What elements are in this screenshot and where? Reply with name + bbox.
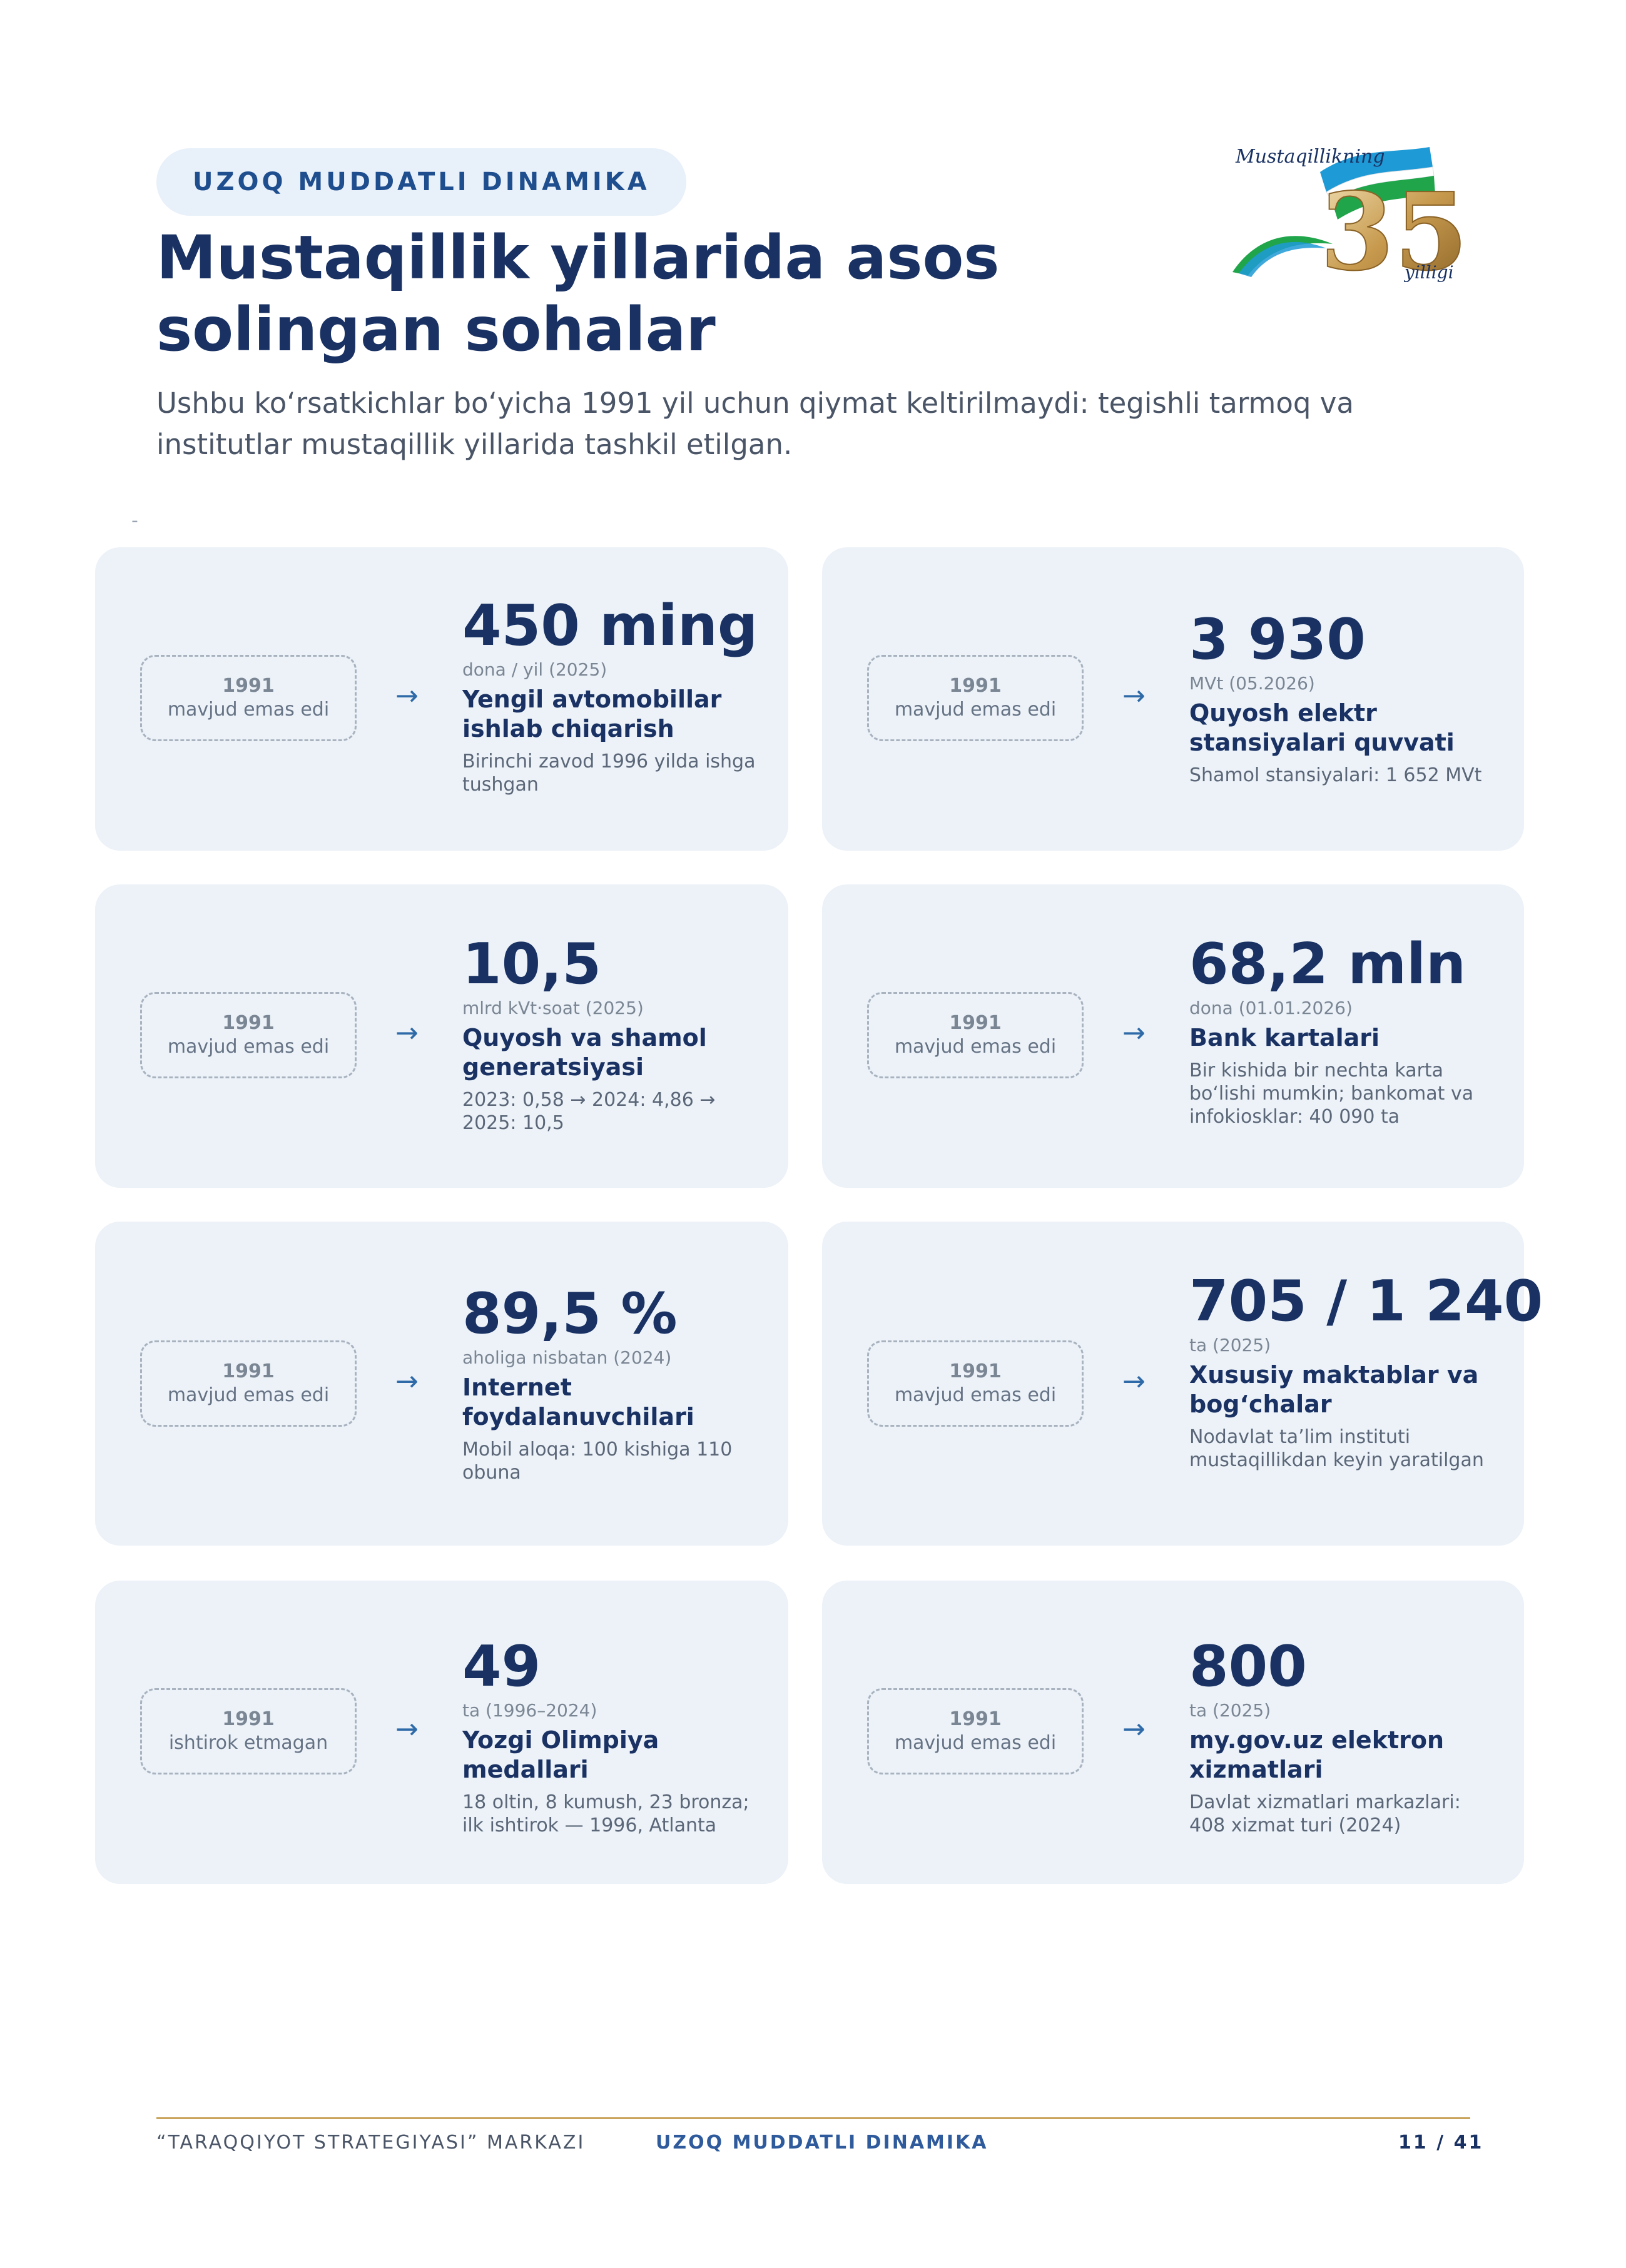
stat-value: 800	[1189, 1634, 1307, 1699]
stat-label: Internet foydalanuvchilari	[462, 1374, 694, 1430]
stat-note: Davlat xizmatlari markazlari: 408 xizmat…	[1189, 1791, 1461, 1836]
baseline-year: 1991	[949, 675, 1002, 697]
arrow-icon: →	[1122, 1713, 1146, 1745]
arrow-icon: →	[1122, 1365, 1146, 1397]
arrow-icon: →	[1122, 1017, 1146, 1049]
section-pill: UZOQ MUDDATLI DINAMIKA	[156, 148, 686, 216]
baseline-badge: 1991 ishtirok etmagan	[140, 1688, 357, 1774]
stat-value: 705 / 1 240	[1189, 1268, 1543, 1334]
independence-35-logo: 35 Mustaqillikning yilligi	[1232, 146, 1469, 291]
stat-unit: dona / yil (2025)	[462, 659, 607, 680]
baseline-year: 1991	[949, 1708, 1002, 1730]
stat-unit: MVt (05.2026)	[1189, 673, 1315, 694]
stat-note: 2023: 0,58 → 2024: 4,86 → 2025: 10,5	[462, 1089, 716, 1134]
baseline-status: mavjud emas edi	[167, 1384, 330, 1406]
baseline-year: 1991	[949, 1360, 1002, 1382]
stat-label: Bank kartalari	[1189, 1024, 1380, 1051]
stat-label: Yengil avtomobillar ishlab chiqarish	[462, 686, 722, 742]
stat-text: 49 ta (1996–2024) Yozgi Olimpiya medalla…	[462, 1637, 775, 1837]
stat-label: Yozgi Olimpiya medallari	[462, 1726, 659, 1783]
baseline-status: mavjud emas edi	[167, 1036, 330, 1058]
baseline-year: 1991	[222, 1360, 275, 1382]
stat-card-olympic-medals: 1991 ishtirok etmagan → 49 ta (1996–2024…	[95, 1581, 788, 1884]
stat-card-renewable-generation: 1991 mavjud emas edi → 10,5 mlrd kVt·soa…	[95, 884, 788, 1188]
arrow-icon: →	[395, 1017, 419, 1049]
stat-card-e-services: 1991 mavjud emas edi → 800 ta (2025) my.…	[822, 1581, 1524, 1884]
footer-section: UZOQ MUDDATLI DINAMIKA	[656, 2132, 988, 2154]
stat-value: 49	[462, 1634, 541, 1699]
stat-text: 800 ta (2025) my.gov.uz elektron xizmatl…	[1189, 1637, 1502, 1837]
stat-value: 89,5 %	[462, 1281, 678, 1347]
baseline-status: mavjud emas edi	[894, 1732, 1057, 1754]
stat-note: Birinchi zavod 1996 yilda ishga tushgan	[462, 751, 756, 796]
baseline-badge: 1991 mavjud emas edi	[867, 655, 1084, 741]
baseline-status: ishtirok etmagan	[168, 1732, 328, 1754]
arrow-icon: →	[395, 680, 419, 712]
baseline-status: mavjud emas edi	[894, 1036, 1057, 1058]
arrow-icon: →	[1122, 680, 1146, 712]
stat-unit: mlrd kVt·soat (2025)	[462, 998, 644, 1018]
flag-ribbon-blue	[1320, 147, 1433, 192]
baseline-status: mavjud emas edi	[167, 699, 330, 721]
stat-unit: ta (2025)	[1189, 1700, 1271, 1721]
page-subtitle: Ushbu ko‘rsatkichlar bo‘yicha 1991 yil u…	[156, 387, 1354, 461]
stat-value: 3 930	[1189, 607, 1366, 672]
stat-unit: ta (1996–2024)	[462, 1700, 597, 1721]
footer-divider	[156, 2117, 1470, 2119]
logo-number: 35	[1320, 170, 1468, 291]
baseline-year: 1991	[949, 1012, 1002, 1034]
arrow-icon: →	[395, 1365, 419, 1397]
stat-text: 450 ming dona / yil (2025) Yengil avtomo…	[462, 596, 763, 796]
baseline-year: 1991	[222, 675, 275, 697]
stat-text: 705 / 1 240 ta (2025) Xususiy maktablar …	[1189, 1268, 1543, 1472]
arrow-icon: →	[395, 1713, 419, 1745]
stray-mark: -	[131, 510, 138, 532]
section-label: UZOQ MUDDATLI DINAMIKA	[193, 168, 650, 196]
page-title: Mustaqillik yillarida asos solingan soha…	[156, 223, 1000, 365]
stat-unit: aholiga nisbatan (2024)	[462, 1347, 672, 1368]
logo-bottom-text: yilligi	[1403, 262, 1454, 283]
stat-unit: dona (01.01.2026)	[1189, 998, 1353, 1018]
baseline-badge: 1991 mavjud emas edi	[140, 655, 357, 741]
baseline-year: 1991	[222, 1012, 275, 1034]
stat-value: 10,5	[462, 931, 602, 997]
baseline-year: 1991	[222, 1708, 275, 1730]
stat-card-private-schools: 1991 mavjud emas edi → 705 / 1 240 ta (2…	[822, 1222, 1543, 1546]
baseline-badge: 1991 mavjud emas edi	[140, 992, 357, 1078]
stat-text: 89,5 % aholiga nisbatan (2024) Internet …	[462, 1284, 763, 1484]
stat-label: my.gov.uz elektron xizmatlari	[1189, 1726, 1445, 1783]
stat-card-cars: 1991 mavjud emas edi → 450 ming dona / y…	[95, 547, 788, 851]
stat-note: Nodavlat ta’lim instituti mustaqillikdan…	[1189, 1426, 1484, 1471]
stat-note: Mobil aloqa: 100 kishiga 110 obuna	[462, 1439, 733, 1484]
stat-note: 18 oltin, 8 kumush, 23 bronza; ilk ishti…	[462, 1791, 749, 1836]
baseline-badge: 1991 mavjud emas edi	[867, 1340, 1084, 1427]
baseline-status: mavjud emas edi	[894, 1384, 1057, 1406]
baseline-status: mavjud emas edi	[894, 699, 1057, 721]
stat-text: 10,5 mlrd kVt·soat (2025) Quyosh va sham…	[462, 934, 763, 1135]
stat-value: 450 ming	[462, 593, 758, 659]
stat-value: 68,2 mln	[1189, 931, 1466, 997]
flag-ribbon-green	[1331, 176, 1435, 220]
stat-note: Shamol stansiyalari: 1 652 MVt	[1189, 764, 1482, 786]
stat-note: Bir kishida bir nechta karta bo‘lishi mu…	[1189, 1060, 1474, 1128]
stat-text: 3 930 MVt (05.2026) Quyosh elektr stansi…	[1189, 610, 1490, 787]
baseline-badge: 1991 mavjud emas edi	[867, 992, 1084, 1078]
footer-organization: “TARAQQIYOT STRATEGIYASI” MARKAZI	[156, 2132, 586, 2154]
stat-unit: ta (2025)	[1189, 1335, 1271, 1355]
stat-label: Quyosh elektr stansiyalari quvvati	[1189, 699, 1455, 756]
baseline-badge: 1991 mavjud emas edi	[140, 1340, 357, 1427]
baseline-badge: 1991 mavjud emas edi	[867, 1688, 1084, 1774]
logo-top-text: Mustaqillikning	[1235, 146, 1385, 168]
stat-label: Xususiy maktablar va bog‘chalar	[1189, 1361, 1479, 1418]
stat-text: 68,2 mln dona (01.01.2026) Bank kartalar…	[1189, 934, 1502, 1128]
stat-card-internet-users: 1991 mavjud emas edi → 89,5 % aholiga ni…	[95, 1222, 788, 1546]
stat-card-bank-cards: 1991 mavjud emas edi → 68,2 mln dona (01…	[822, 884, 1524, 1188]
stat-card-solar-capacity: 1991 mavjud emas edi → 3 930 MVt (05.202…	[822, 547, 1524, 851]
stat-label: Quyosh va shamol generatsiyasi	[462, 1024, 707, 1081]
page-number: 11 / 41	[1398, 2132, 1484, 2154]
